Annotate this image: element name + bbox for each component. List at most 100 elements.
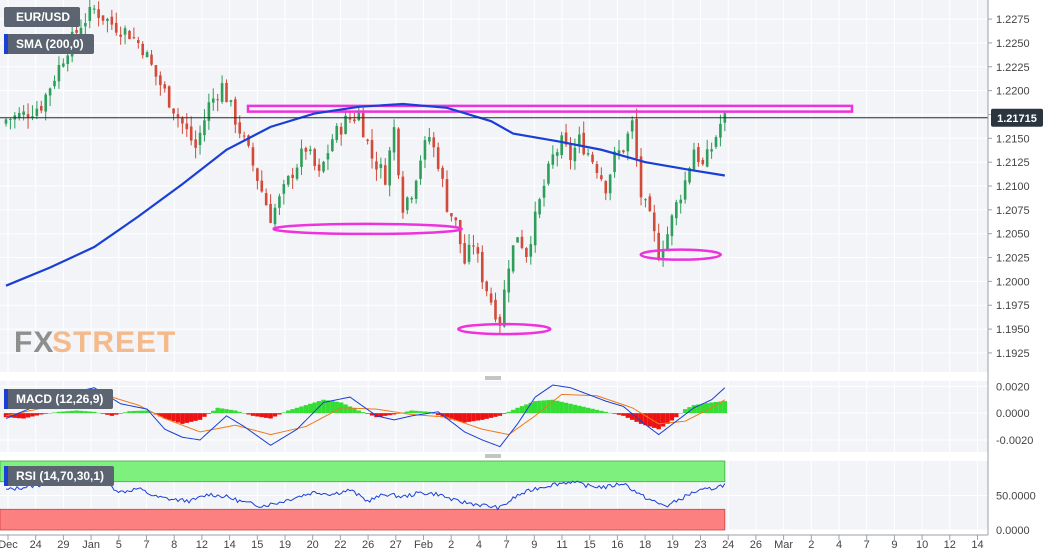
candle-body — [622, 150, 625, 153]
price-candle — [242, 131, 246, 141]
candle-body — [44, 94, 47, 112]
macd-histogram-bar — [493, 413, 498, 417]
candle-body — [339, 126, 343, 135]
macd-indicator-label[interactable]: MACD (12,26,9) — [4, 389, 114, 409]
macd-histogram-bar — [546, 400, 551, 414]
candle-body — [604, 181, 608, 194]
candle-body — [578, 134, 581, 147]
macd-histogram-bar — [263, 413, 269, 418]
x-tick-label: Feb — [414, 539, 433, 551]
macd-histogram-bar — [696, 404, 701, 414]
rsi-label-text: RSI (14,70,30,1) — [16, 469, 105, 483]
price-candle — [220, 75, 224, 104]
macd-histogram-bar — [250, 413, 256, 416]
macd-histogram-bar — [369, 413, 375, 416]
macd-histogram-bar — [607, 412, 613, 414]
price-candle — [123, 25, 127, 45]
price-tick-label: 1.2075 — [996, 205, 1030, 217]
x-tick-label: 8 — [171, 539, 177, 551]
price-candle — [132, 27, 136, 40]
candle-body — [688, 168, 691, 183]
macd-histogram-bar — [480, 413, 485, 420]
price-candle — [414, 179, 418, 204]
macd-histogram-bar — [572, 404, 578, 414]
price-tick-label: 1.2000 — [996, 276, 1030, 288]
candle-body — [189, 126, 193, 141]
x-tick-label: 27 — [390, 539, 402, 551]
x-tick-label: 4 — [836, 539, 842, 551]
x-tick-label: 18 — [639, 539, 651, 551]
macd-histogram-bar — [718, 401, 723, 414]
price-candle — [525, 247, 528, 263]
support-zone-ellipse — [457, 322, 552, 336]
resize-handle-1[interactable] — [485, 376, 501, 380]
macd-histogram-bar — [206, 413, 212, 414]
price-candle — [661, 240, 665, 267]
price-panel-label[interactable]: EUR/USD — [4, 7, 81, 27]
candle-body — [31, 116, 34, 118]
candle-body — [256, 168, 259, 181]
macd-histogram-bar — [118, 413, 123, 414]
candle-body — [494, 299, 497, 320]
macd-histogram-bar — [281, 412, 287, 414]
candle-body — [260, 180, 264, 192]
candle-body — [600, 175, 603, 180]
macd-histogram-bar — [127, 411, 132, 414]
sma-200-line — [5, 102, 726, 287]
sma-indicator-label[interactable]: SMA (200,0) — [4, 34, 94, 54]
price-candle — [225, 79, 228, 103]
candle-body — [322, 161, 325, 172]
price-candle — [608, 173, 612, 201]
macd-histogram-bar — [497, 413, 503, 416]
macd-histogram-bar — [630, 413, 635, 420]
price-tick-label: 1.2125 — [996, 157, 1030, 169]
candle-body — [401, 176, 405, 213]
price-candle — [503, 279, 506, 328]
x-tick-label: 19 — [279, 539, 291, 551]
candle-body — [410, 197, 414, 200]
price-candle — [683, 171, 687, 204]
macd-histogram-bar — [502, 413, 507, 414]
macd-histogram-bar — [713, 401, 719, 414]
macd-histogram-bar — [272, 413, 278, 417]
price-candle — [264, 188, 268, 206]
price-candle — [181, 116, 184, 134]
candle-body — [264, 193, 268, 206]
price-candle — [622, 149, 625, 154]
price-candle — [128, 29, 131, 40]
macd-line — [5, 384, 726, 448]
macd-histogram-bar — [286, 410, 291, 414]
macd-histogram-bar — [466, 413, 472, 422]
candle-body — [137, 40, 140, 44]
rsi-indicator-label[interactable]: RSI (14,70,30,1) — [4, 466, 115, 486]
macd-histogram-bar — [568, 403, 573, 414]
price-tick-label: 1.2275 — [996, 14, 1030, 26]
macd-histogram-bar — [462, 413, 467, 423]
macd-histogram-bar — [233, 410, 238, 414]
price-candle — [719, 114, 722, 147]
macd-histogram-bar — [189, 413, 194, 422]
x-tick-label: 7 — [504, 539, 510, 551]
candle-body — [419, 160, 422, 179]
candle-body — [119, 34, 122, 37]
macd-histogram-bar — [39, 413, 44, 415]
support-zone-ellipse — [272, 222, 463, 236]
candle-body — [697, 147, 700, 163]
x-tick-label: 24 — [722, 539, 734, 551]
x-tick-label: 12 — [944, 539, 956, 551]
fxstreet-watermark: FX STREET — [14, 326, 175, 359]
price-tick-label: 1.2200 — [996, 86, 1030, 98]
macd-signal-line — [5, 393, 726, 436]
macd-histogram-bar — [100, 413, 106, 414]
macd-histogram-bar — [722, 401, 728, 414]
macd-histogram-bar — [652, 413, 657, 428]
price-candle — [516, 237, 519, 243]
price-candle — [520, 229, 524, 250]
macd-histogram-bar — [515, 407, 520, 414]
price-candle — [445, 170, 449, 213]
candle-body — [692, 149, 696, 170]
macd-histogram-bar — [219, 408, 225, 414]
price-candle — [423, 136, 427, 169]
resize-handle-2[interactable] — [485, 454, 501, 458]
macd-histogram-bar — [52, 412, 57, 414]
